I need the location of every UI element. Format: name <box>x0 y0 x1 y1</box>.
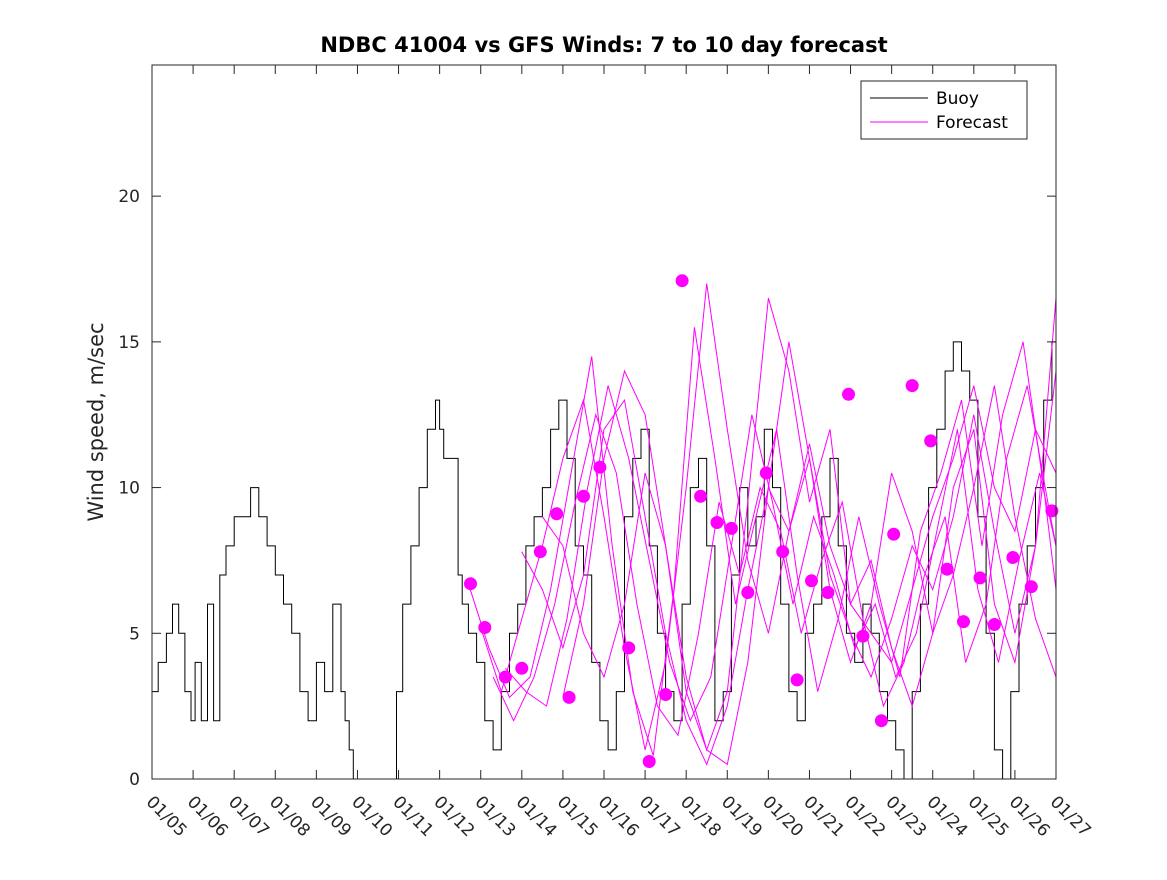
forecast-marker <box>856 629 870 643</box>
forecast-marker <box>1006 551 1020 564</box>
forecast-marker <box>887 527 901 541</box>
forecast-marker <box>924 434 938 448</box>
forecast-marker <box>562 690 576 704</box>
forecast-marker <box>550 507 564 521</box>
forecast-line-6 <box>541 341 1057 766</box>
forecast-marker <box>710 516 724 529</box>
forecast-line-2 <box>480 283 1057 751</box>
y-tick-label: 20 <box>118 187 140 207</box>
forecast-marker <box>659 688 673 701</box>
forecast-marker <box>805 574 818 588</box>
plot-area <box>152 274 1059 780</box>
forecast-marker <box>724 521 738 535</box>
forecast-marker <box>694 489 708 503</box>
legend-label-buoy: Buoy <box>936 89 979 109</box>
forecast-line-5 <box>521 385 1057 766</box>
forecast-markers <box>464 274 1059 768</box>
forecast-marker <box>905 379 919 393</box>
forecast-marker <box>759 466 773 480</box>
forecast-marker <box>957 615 970 629</box>
chart-title: NDBC 41004 vs GFS Winds: 7 to 10 day for… <box>320 33 887 57</box>
y-axis-ticks: 0 5 10 15 20 <box>118 187 1056 790</box>
forecast-marker <box>464 577 477 591</box>
forecast-marker <box>741 586 755 599</box>
y-tick-label: 5 <box>129 624 140 644</box>
forecast-marker <box>675 274 689 288</box>
y-tick-label: 15 <box>118 333 140 353</box>
forecast-marker <box>533 545 547 559</box>
legend: Buoy Forecast <box>860 80 1028 140</box>
forecast-marker <box>790 673 804 687</box>
legend-box <box>860 80 1028 140</box>
forecast-marker <box>1024 580 1038 594</box>
forecast-marker <box>940 562 954 576</box>
forecast-marker <box>776 545 790 559</box>
y-tick-label: 0 <box>129 770 140 790</box>
legend-label-forecast: Forecast <box>936 113 1008 133</box>
forecast-marker <box>821 586 835 599</box>
forecast-marker <box>642 755 656 768</box>
forecast-marker <box>498 670 512 684</box>
forecast-marker <box>478 621 492 634</box>
forecast-line-3 <box>492 385 1057 737</box>
forecast-marker <box>593 460 607 474</box>
forecast-marker <box>515 661 529 675</box>
y-axis-label: Wind speed, m/sec <box>84 322 108 521</box>
forecast-line-7 <box>562 297 1057 752</box>
y-tick-label: 10 <box>118 479 140 499</box>
forecast-marker <box>973 571 987 585</box>
forecast-marker <box>1045 504 1059 518</box>
forecast-marker <box>577 489 590 503</box>
forecast-marker <box>874 714 888 728</box>
forecast-marker <box>622 641 636 655</box>
forecast-marker <box>842 387 855 401</box>
forecast-marker <box>987 618 1001 631</box>
